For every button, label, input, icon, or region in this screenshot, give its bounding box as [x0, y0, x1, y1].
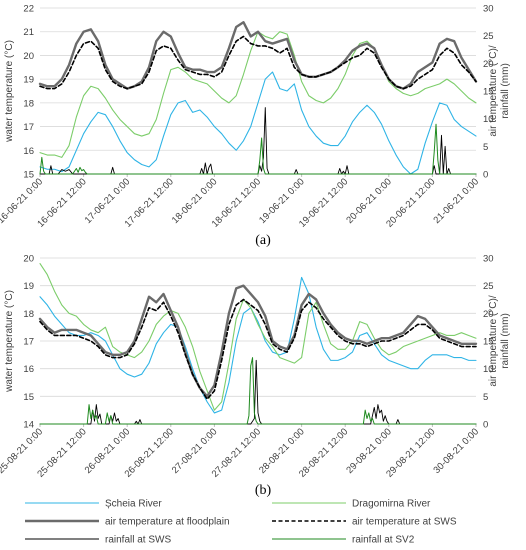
y-axis-title-right: air temperature (°C)/: [488, 45, 499, 136]
series-line-rainfall-at-sws: [39, 359, 477, 425]
y-tick-label-right: 5: [483, 392, 488, 403]
legend-label: rainfall at SV2: [352, 535, 415, 546]
y-axis-title-left: water temperature (°C): [4, 290, 15, 393]
y-tick-label-right: 15: [483, 87, 494, 98]
y-tick-label-left: 22: [23, 4, 34, 15]
y-tick-label-left: 14: [23, 420, 34, 431]
y-tick-label-left: 16: [23, 364, 34, 375]
y-tick-label-left: 16: [23, 146, 34, 157]
series-line-air-temperature-at-sws: [39, 35, 477, 90]
y-axis-title-left: water temperature (°C): [4, 40, 15, 143]
y-tick-label-right: 25: [483, 31, 494, 42]
y-tick-label-left: 17: [23, 337, 34, 348]
legend-label: Dragomirna River: [352, 499, 431, 510]
series-line-cheia-river: [39, 71, 477, 175]
legend-label: air temperature at floodplain: [105, 517, 230, 528]
y-tick-label-left: 18: [23, 98, 34, 109]
y-axis-title-right: air temperature (°C)/: [488, 295, 499, 386]
y-tick-label-right: 30: [483, 4, 494, 15]
series-line-dragomirna-river: [39, 262, 477, 411]
y-tick-label-left: 20: [23, 51, 34, 62]
y-tick-label-right: 25: [483, 281, 494, 292]
y-tick-label-right: 15: [483, 337, 494, 348]
y-tick-label-left: 15: [23, 392, 34, 403]
y-tick-label-right: 10: [483, 364, 494, 375]
y-tick-label-right: 10: [483, 114, 494, 125]
y-tick-label-right: 0: [483, 170, 488, 181]
x-tick-label: 21-06-21 0:00: [432, 176, 482, 226]
series-line-rainfall-at-sws: [39, 107, 477, 175]
series-line-dragomirna-river: [39, 31, 477, 158]
y-tick-label-right: 5: [483, 142, 488, 153]
y-tick-label-right: 0: [483, 420, 488, 431]
y-tick-label-left: 19: [23, 281, 34, 292]
y-tick-label-left: 21: [23, 27, 34, 38]
series-line-cheia-river: [39, 276, 477, 414]
legend-label: rainfall at SWS: [105, 535, 171, 546]
y-tick-label-right: 20: [483, 59, 494, 70]
y-axis-title-right: rainfall (mm): [500, 63, 511, 119]
caption-b: (b): [255, 483, 272, 498]
series-line-air-temperature-at-floodplain: [38, 284, 478, 398]
series-line-rainfall-at-sv2: [39, 357, 477, 425]
y-tick-label-left: 18: [23, 309, 34, 320]
series-line-rainfall-at-sv2: [39, 123, 477, 175]
legend: Șcheia River Dragomirna River air temperat…: [25, 499, 457, 546]
y-tick-label-right: 20: [483, 309, 494, 320]
x-tick-label: 30-08-21 0:00: [432, 426, 482, 476]
legend-label: Șcheia River: [105, 499, 162, 510]
legend-label: air temperature at SWS: [352, 517, 457, 528]
y-tick-label-left: 19: [23, 75, 34, 86]
series-line-air-temperature-at-sws: [39, 298, 477, 400]
caption-a: (a): [255, 233, 271, 248]
y-tick-label-left: 17: [23, 122, 34, 133]
y-tick-label-left: 20: [23, 254, 34, 265]
y-tick-label-right: 30: [483, 254, 494, 265]
y-tick-label-left: 15: [23, 170, 34, 181]
y-axis-title-right: rainfall (mm): [500, 313, 511, 369]
